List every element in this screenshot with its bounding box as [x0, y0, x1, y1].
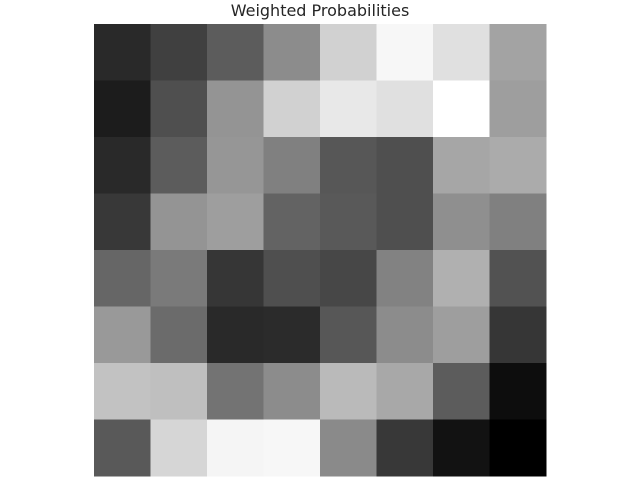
heatmap-cell-r5-c6: [433, 306, 490, 364]
heatmap-cell-r2-c1: [150, 137, 208, 194]
heatmap-cell-r7-c5: [376, 419, 434, 477]
heatmap-cell-r3-c7: [489, 193, 547, 251]
heatmap-cell-r1-c0: [94, 80, 151, 138]
heatmap-cell-r2-c5: [376, 137, 434, 194]
heatmap-cell-r3-c2: [207, 193, 264, 251]
heatmap-cell-r3-c0: [94, 193, 151, 251]
heatmap-cell-r7-c6: [433, 419, 490, 477]
heatmap-cell-r6-c0: [94, 363, 151, 420]
heatmap-cell-r3-c1: [150, 193, 208, 251]
heatmap-cell-r7-c2: [207, 419, 264, 477]
heatmap-cell-r6-c3: [263, 363, 321, 420]
heatmap-cell-r3-c6: [433, 193, 490, 251]
heatmap-cell-r5-c0: [94, 306, 151, 364]
heatmap-cell-r6-c6: [433, 363, 490, 420]
heatmap-cell-r4-c7: [489, 250, 547, 307]
heatmap-cell-r5-c3: [263, 306, 321, 364]
heatmap-cell-r4-c5: [376, 250, 434, 307]
heatmap-cell-r4-c3: [263, 250, 321, 307]
heatmap-cell-r0-c7: [489, 24, 547, 81]
heatmap-cell-r6-c2: [207, 363, 264, 420]
heatmap-cell-r2-c6: [433, 137, 490, 194]
heatmap-cell-r4-c2: [207, 250, 264, 307]
heatmap-cell-r0-c5: [376, 24, 434, 81]
heatmap-cell-r2-c3: [263, 137, 321, 194]
heatmap-cell-r4-c6: [433, 250, 490, 307]
heatmap-cell-r6-c5: [376, 363, 434, 420]
heatmap-cell-r0-c0: [94, 24, 151, 81]
heatmap-cell-r1-c3: [263, 80, 321, 138]
heatmap-cell-r0-c6: [433, 24, 490, 81]
heatmap-cell-r5-c1: [150, 306, 208, 364]
heatmap-cell-r5-c7: [489, 306, 547, 364]
heatmap-cell-r1-c4: [320, 80, 377, 138]
heatmap-cell-r2-c2: [207, 137, 264, 194]
heatmap-cell-r1-c6: [433, 80, 490, 138]
heatmap-cell-r5-c5: [376, 306, 434, 364]
heatmap-cell-r0-c4: [320, 24, 377, 81]
heatmap-cell-r1-c7: [489, 80, 547, 138]
heatmap-cell-r7-c1: [150, 419, 208, 477]
heatmap-cell-r2-c7: [489, 137, 547, 194]
heatmap-cell-r6-c4: [320, 363, 377, 420]
heatmap-cell-r6-c7: [489, 363, 547, 420]
heatmap-cell-r3-c4: [320, 193, 377, 251]
heatmap-cell-r4-c0: [94, 250, 151, 307]
heatmap-cell-r5-c2: [207, 306, 264, 364]
heatmap-cell-r3-c5: [376, 193, 434, 251]
heatmap-cell-r7-c4: [320, 419, 377, 477]
heatmap-cell-r4-c1: [150, 250, 208, 307]
heatmap-cell-r1-c2: [207, 80, 264, 138]
heatmap-cell-r4-c4: [320, 250, 377, 307]
heatmap-cell-r2-c0: [94, 137, 151, 194]
heatmap-cell-r7-c3: [263, 419, 321, 477]
heatmap-cell-r0-c2: [207, 24, 264, 81]
heatmap-cell-r3-c3: [263, 193, 321, 251]
heatmap-cell-r7-c7: [489, 419, 547, 477]
heatmap-cell-r1-c1: [150, 80, 208, 138]
heatmap-cell-r0-c1: [150, 24, 208, 81]
heatmap-cell-r5-c4: [320, 306, 377, 364]
heatmap-cell-r1-c5: [376, 80, 434, 138]
heatmap-cell-r0-c3: [263, 24, 321, 81]
heatmap-cell-r6-c1: [150, 363, 208, 420]
heatmap-cell-r7-c0: [94, 419, 151, 477]
heatmap-cell-r2-c4: [320, 137, 377, 194]
chart-title: Weighted Probabilities: [230, 1, 410, 20]
